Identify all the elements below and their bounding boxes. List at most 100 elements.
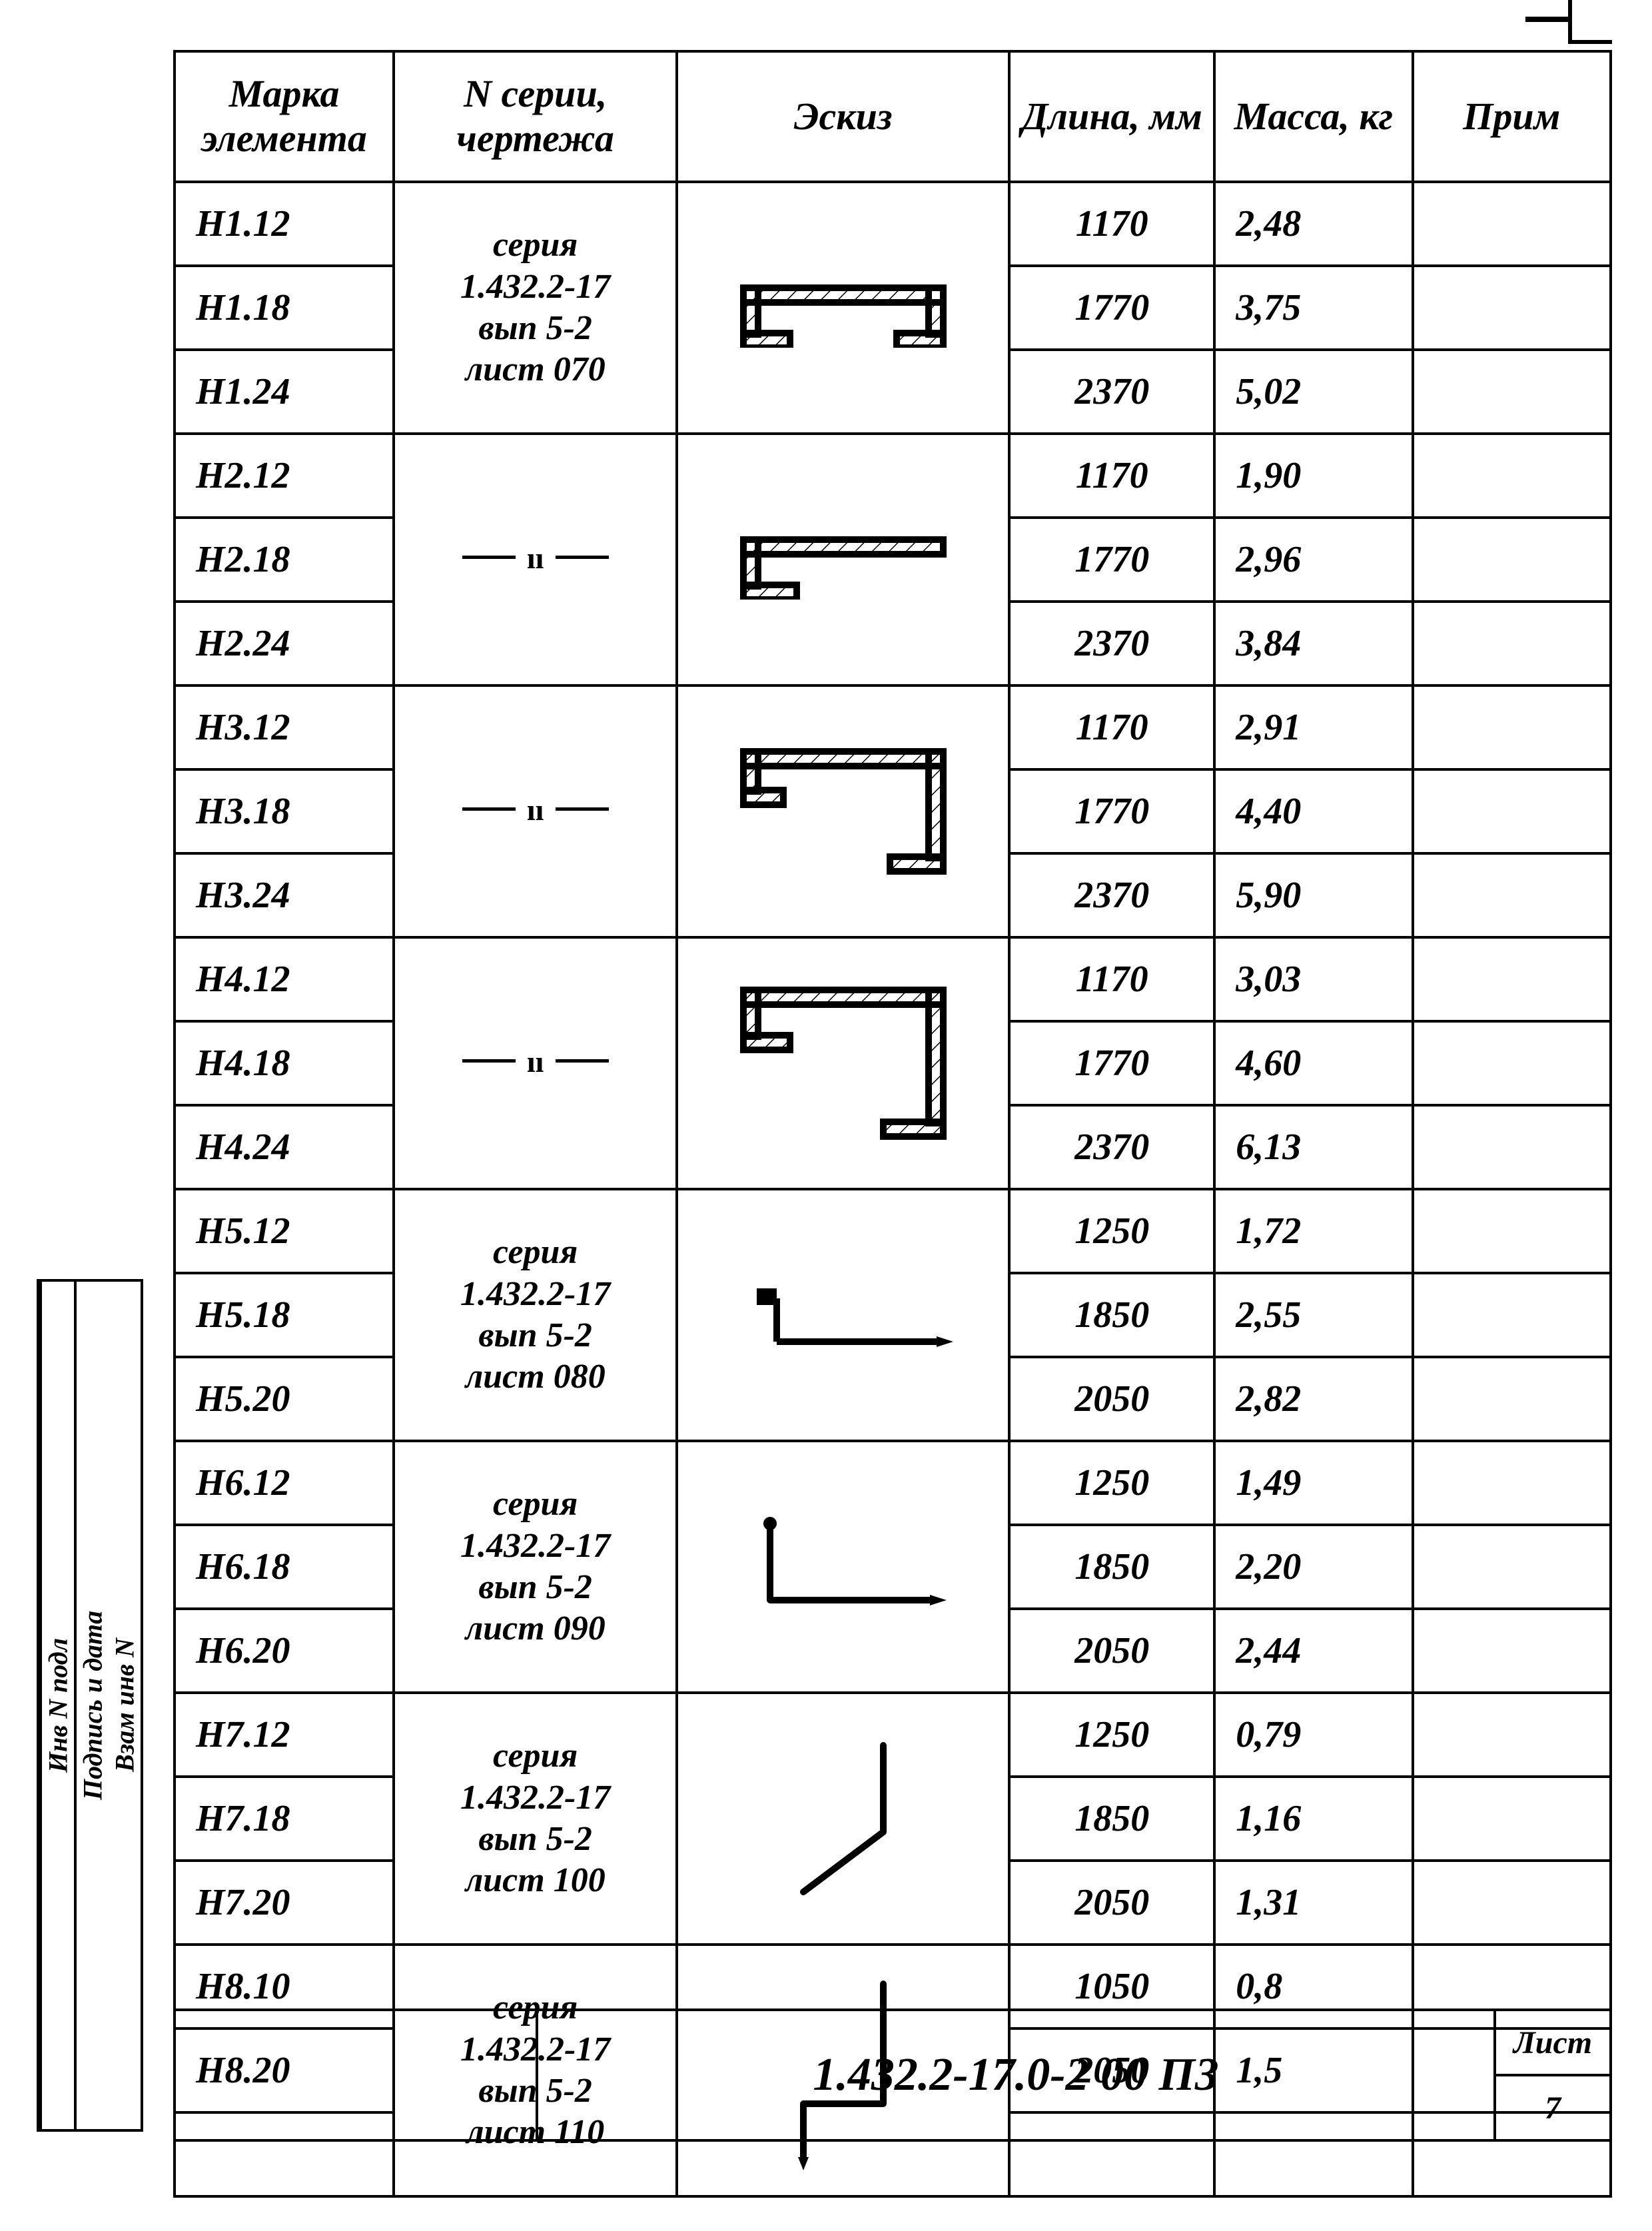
table-row: Н5.12серия1.432.2-17вып 5-2лист 080 1250… bbox=[175, 1189, 1611, 1273]
cell-mass: 4,60 bbox=[1214, 1021, 1412, 1105]
cell-length: 1850 bbox=[1009, 1273, 1214, 1357]
table-row: Н1.12серия1.432.2-17вып 5-2лист 070 1170… bbox=[175, 182, 1611, 266]
col-series: N серии, чертежа bbox=[394, 51, 677, 182]
cell-mass: 0,79 bbox=[1214, 1693, 1412, 1777]
cell-mass: 1,49 bbox=[1214, 1441, 1412, 1525]
cell-mark: Н4.12 bbox=[175, 937, 394, 1021]
cell-mark: Н7.12 bbox=[175, 1693, 394, 1777]
cell-note bbox=[1413, 1441, 1611, 1525]
corner-dash bbox=[1525, 17, 1572, 22]
cell-mass: 1,72 bbox=[1214, 1189, 1412, 1273]
cell-mark: Н1.24 bbox=[175, 350, 394, 434]
cell-length: 2050 bbox=[1009, 1357, 1214, 1441]
sheet-number: 7 bbox=[1496, 2076, 1609, 2139]
col-length: Длина, мм bbox=[1009, 51, 1214, 182]
cell-sketch bbox=[677, 1189, 1009, 1441]
cell-sketch bbox=[677, 434, 1009, 685]
cell-note bbox=[1413, 602, 1611, 685]
cell-mark: Н1.18 bbox=[175, 266, 394, 350]
table-row: Н7.12серия1.432.2-17вып 5-2лист 100 1250… bbox=[175, 1693, 1611, 1777]
cell-mass: 1,16 bbox=[1214, 1777, 1412, 1861]
cell-mark: Н5.12 bbox=[175, 1189, 394, 1273]
table-row: Н2.12ıı 11701,90 bbox=[175, 434, 1611, 518]
cell-note bbox=[1413, 182, 1611, 266]
cell-length: 1170 bbox=[1009, 434, 1214, 518]
cell-series: ıı bbox=[394, 685, 677, 937]
cell-mass: 4,40 bbox=[1214, 769, 1412, 853]
cell-mark: Н7.18 bbox=[175, 1777, 394, 1861]
cell-length: 1770 bbox=[1009, 769, 1214, 853]
cell-mass: 3,84 bbox=[1214, 602, 1412, 685]
cell-mark: Н1.12 bbox=[175, 182, 394, 266]
cell-mark: Н3.24 bbox=[175, 853, 394, 937]
title-block: 1.432.2-17.0-2 00 ПЗ Лист 7 bbox=[173, 2008, 1612, 2142]
cell-sketch bbox=[677, 1441, 1009, 1693]
cell-mass: 2,55 bbox=[1214, 1273, 1412, 1357]
cell-mark: Н3.12 bbox=[175, 685, 394, 769]
cell-mass: 1,90 bbox=[1214, 434, 1412, 518]
cell-length: 2050 bbox=[1009, 1861, 1214, 1945]
cell-length: 1170 bbox=[1009, 685, 1214, 769]
cell-length: 2370 bbox=[1009, 853, 1214, 937]
cell-mark: Н5.20 bbox=[175, 1357, 394, 1441]
cell-note bbox=[1413, 853, 1611, 937]
cell-length: 2370 bbox=[1009, 602, 1214, 685]
cell-sketch bbox=[677, 1693, 1009, 1945]
cell-length: 1250 bbox=[1009, 1693, 1214, 1777]
cell-length: 1770 bbox=[1009, 518, 1214, 602]
col-sketch: Эскиз bbox=[677, 51, 1009, 182]
cell-note bbox=[1413, 1525, 1611, 1609]
cell-series: серия1.432.2-17вып 5-2лист 100 bbox=[394, 1693, 677, 1945]
cell-mass: 5,90 bbox=[1214, 853, 1412, 937]
cell-note bbox=[1413, 1861, 1611, 1945]
cell-mark: Н6.20 bbox=[175, 1609, 394, 1693]
side-col-0: Инв N подл bbox=[39, 1282, 74, 2129]
cell-mass: 3,75 bbox=[1214, 266, 1412, 350]
cell-length: 1850 bbox=[1009, 1525, 1214, 1609]
cell-series: серия1.432.2-17вып 5-2лист 090 bbox=[394, 1441, 677, 1693]
cell-sketch bbox=[677, 937, 1009, 1189]
cell-mark: Н2.18 bbox=[175, 518, 394, 602]
cell-note bbox=[1413, 685, 1611, 769]
corner-mark bbox=[1568, 0, 1612, 44]
cell-length: 1770 bbox=[1009, 1021, 1214, 1105]
cell-length: 2370 bbox=[1009, 350, 1214, 434]
cell-mass: 2,48 bbox=[1214, 182, 1412, 266]
cell-mark: Н2.24 bbox=[175, 602, 394, 685]
col-mass: Масса, кг bbox=[1214, 51, 1412, 182]
ditto-mark: ıı bbox=[462, 544, 609, 570]
cell-note bbox=[1413, 1777, 1611, 1861]
cell-mark: Н6.12 bbox=[175, 1441, 394, 1525]
col-note: Прим bbox=[1413, 51, 1611, 182]
cell-series: ıı bbox=[394, 434, 677, 685]
header-row: Марка элемента N серии, чертежа Эскиз Дл… bbox=[175, 51, 1611, 182]
cell-length: 1170 bbox=[1009, 182, 1214, 266]
cell-note bbox=[1413, 266, 1611, 350]
cell-length: 1770 bbox=[1009, 266, 1214, 350]
cell-note bbox=[1413, 434, 1611, 518]
cell-note bbox=[1413, 350, 1611, 434]
cell-mass: 2,20 bbox=[1214, 1525, 1412, 1609]
col-mark: Марка элемента bbox=[175, 51, 394, 182]
cell-series: серия1.432.2-17вып 5-2лист 070 bbox=[394, 182, 677, 434]
cell-length: 1250 bbox=[1009, 1441, 1214, 1525]
cell-note bbox=[1413, 518, 1611, 602]
spec-table: Марка элемента N серии, чертежа Эскиз Дл… bbox=[173, 50, 1612, 2198]
side-col-1: Подпись и дата bbox=[74, 1282, 109, 2129]
cell-mark: Н2.12 bbox=[175, 434, 394, 518]
cell-series: ıı bbox=[394, 937, 677, 1189]
sheet-box: Лист 7 bbox=[1493, 2011, 1609, 2139]
cell-length: 1850 bbox=[1009, 1777, 1214, 1861]
cell-mark: Н4.18 bbox=[175, 1021, 394, 1105]
cell-length: 1170 bbox=[1009, 937, 1214, 1021]
cell-mass: 2,96 bbox=[1214, 518, 1412, 602]
side-col-2: Взам инв N bbox=[109, 1282, 141, 2129]
cell-mass: 2,91 bbox=[1214, 685, 1412, 769]
cell-mark: Н3.18 bbox=[175, 769, 394, 853]
cell-sketch bbox=[677, 685, 1009, 937]
cell-mark: Н5.18 bbox=[175, 1273, 394, 1357]
cell-mass: 3,03 bbox=[1214, 937, 1412, 1021]
cell-mass: 2,44 bbox=[1214, 1609, 1412, 1693]
table-row: Н4.12ıı 11703,03 bbox=[175, 937, 1611, 1021]
cell-note bbox=[1413, 1105, 1611, 1189]
